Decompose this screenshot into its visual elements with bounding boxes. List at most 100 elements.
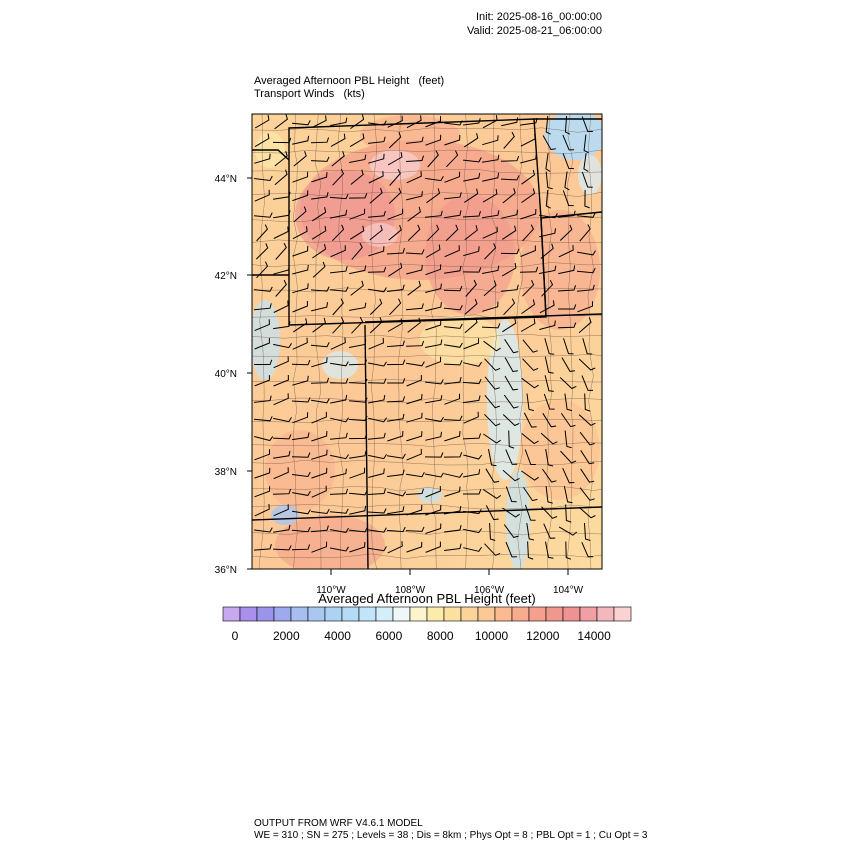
wind-barb — [502, 469, 520, 482]
wind-barb — [543, 523, 556, 539]
wind-barb — [348, 193, 368, 199]
wind-barb — [482, 210, 500, 219]
wind-barb — [332, 316, 345, 334]
wind-barb — [330, 546, 349, 552]
wind-barb — [255, 243, 269, 260]
colorbar-tick-label: 14000 — [577, 629, 611, 643]
wind-barb — [254, 436, 274, 442]
wind-barb — [545, 115, 551, 135]
wind-barb — [291, 452, 311, 458]
colorbar-swatch — [273, 606, 292, 622]
colorbar-tick-label: 12000 — [526, 629, 560, 643]
wind-barb — [274, 151, 288, 167]
wind-barb — [464, 317, 478, 334]
wind-barb — [463, 157, 482, 163]
wind-barb — [291, 359, 311, 366]
wind-barb — [542, 135, 556, 151]
wind-barb — [565, 541, 572, 560]
wind-barb — [424, 452, 444, 458]
colorbar-swatch — [409, 606, 428, 622]
wind-barb — [369, 187, 383, 204]
wind-barb — [425, 485, 441, 498]
wind-barb — [349, 302, 367, 311]
lon-axis: 110°W 108°W 106°W 104°W — [316, 569, 584, 596]
wind-barb — [463, 454, 483, 460]
wind-barb — [387, 453, 406, 459]
wind-barb — [521, 188, 536, 204]
wind-barb — [540, 243, 554, 259]
wind-barb — [312, 317, 326, 333]
wind-barb — [405, 136, 424, 144]
lon-label-110: 110°W — [316, 585, 346, 596]
wind-barb — [330, 468, 347, 478]
wind-barb — [564, 430, 572, 449]
wind-barb — [387, 469, 405, 477]
wind-barb — [273, 417, 292, 423]
wind-barb — [367, 210, 386, 218]
wind-barb — [482, 115, 498, 129]
wind-barb — [443, 452, 463, 458]
wind-barb — [500, 284, 519, 292]
colorbar-swatch — [477, 606, 496, 622]
wind-barb — [368, 361, 387, 367]
wind-barb — [291, 120, 311, 126]
wind-barb — [292, 171, 309, 183]
wind-barb — [312, 261, 326, 278]
wind-barb — [292, 375, 309, 386]
wind-barb — [521, 169, 536, 185]
wind-barb — [311, 485, 327, 498]
winds-title: Transport Winds (kts) — [254, 88, 365, 100]
wind-barb — [350, 169, 364, 185]
wind-barb — [254, 486, 271, 498]
wind-barb — [349, 225, 365, 240]
wind-barb — [425, 244, 441, 258]
wind-barb — [541, 506, 558, 519]
wind-barb — [481, 323, 501, 329]
wind-barb — [483, 433, 501, 444]
wind-barb — [254, 375, 270, 387]
wind-barb — [583, 153, 589, 172]
wind-barb — [292, 190, 309, 202]
wind-barb — [368, 527, 387, 533]
wind-barb — [254, 449, 270, 461]
wind-barb — [482, 172, 500, 182]
wind-barb — [463, 528, 483, 534]
wind-barb — [254, 319, 270, 332]
colorbar-tick-label: 6000 — [376, 629, 403, 643]
wind-barb — [522, 339, 538, 353]
nebraska-border — [540, 211, 602, 318]
lat-axis: 44°N 42°N 40°N 38°N 36°N — [215, 174, 252, 576]
wind-barb — [310, 156, 330, 162]
wind-barb — [425, 356, 442, 368]
wind-barb — [329, 286, 349, 292]
wind-barb — [312, 243, 327, 259]
wind-barb — [485, 505, 499, 521]
wind-barb — [389, 298, 402, 316]
wind-barb — [425, 541, 441, 553]
wind-barb — [368, 153, 385, 164]
wind-barb — [501, 209, 518, 219]
wind-barb — [332, 168, 345, 186]
colorbar-swatch — [324, 606, 343, 622]
wind-barb — [406, 541, 423, 553]
wind-barb — [292, 337, 308, 350]
wind-barb — [463, 546, 483, 552]
wind-barb — [445, 224, 459, 241]
wind-barb — [524, 449, 536, 465]
wind-barb — [272, 137, 292, 144]
wind-barb — [502, 188, 516, 204]
colorbar-swatch — [579, 606, 598, 622]
wind-barb — [310, 137, 330, 144]
wind-barb — [253, 212, 273, 218]
wind-barb — [406, 394, 423, 405]
wind-barb — [349, 133, 365, 148]
wind-barb — [273, 264, 290, 275]
wind-barb — [519, 266, 539, 273]
wind-barb — [254, 504, 270, 517]
wind-barb — [254, 175, 273, 182]
wind-barb — [351, 242, 363, 260]
wind-barb — [254, 153, 271, 164]
wind-barb — [483, 489, 502, 500]
wind-barb — [444, 342, 463, 348]
wind-barb — [388, 262, 403, 277]
